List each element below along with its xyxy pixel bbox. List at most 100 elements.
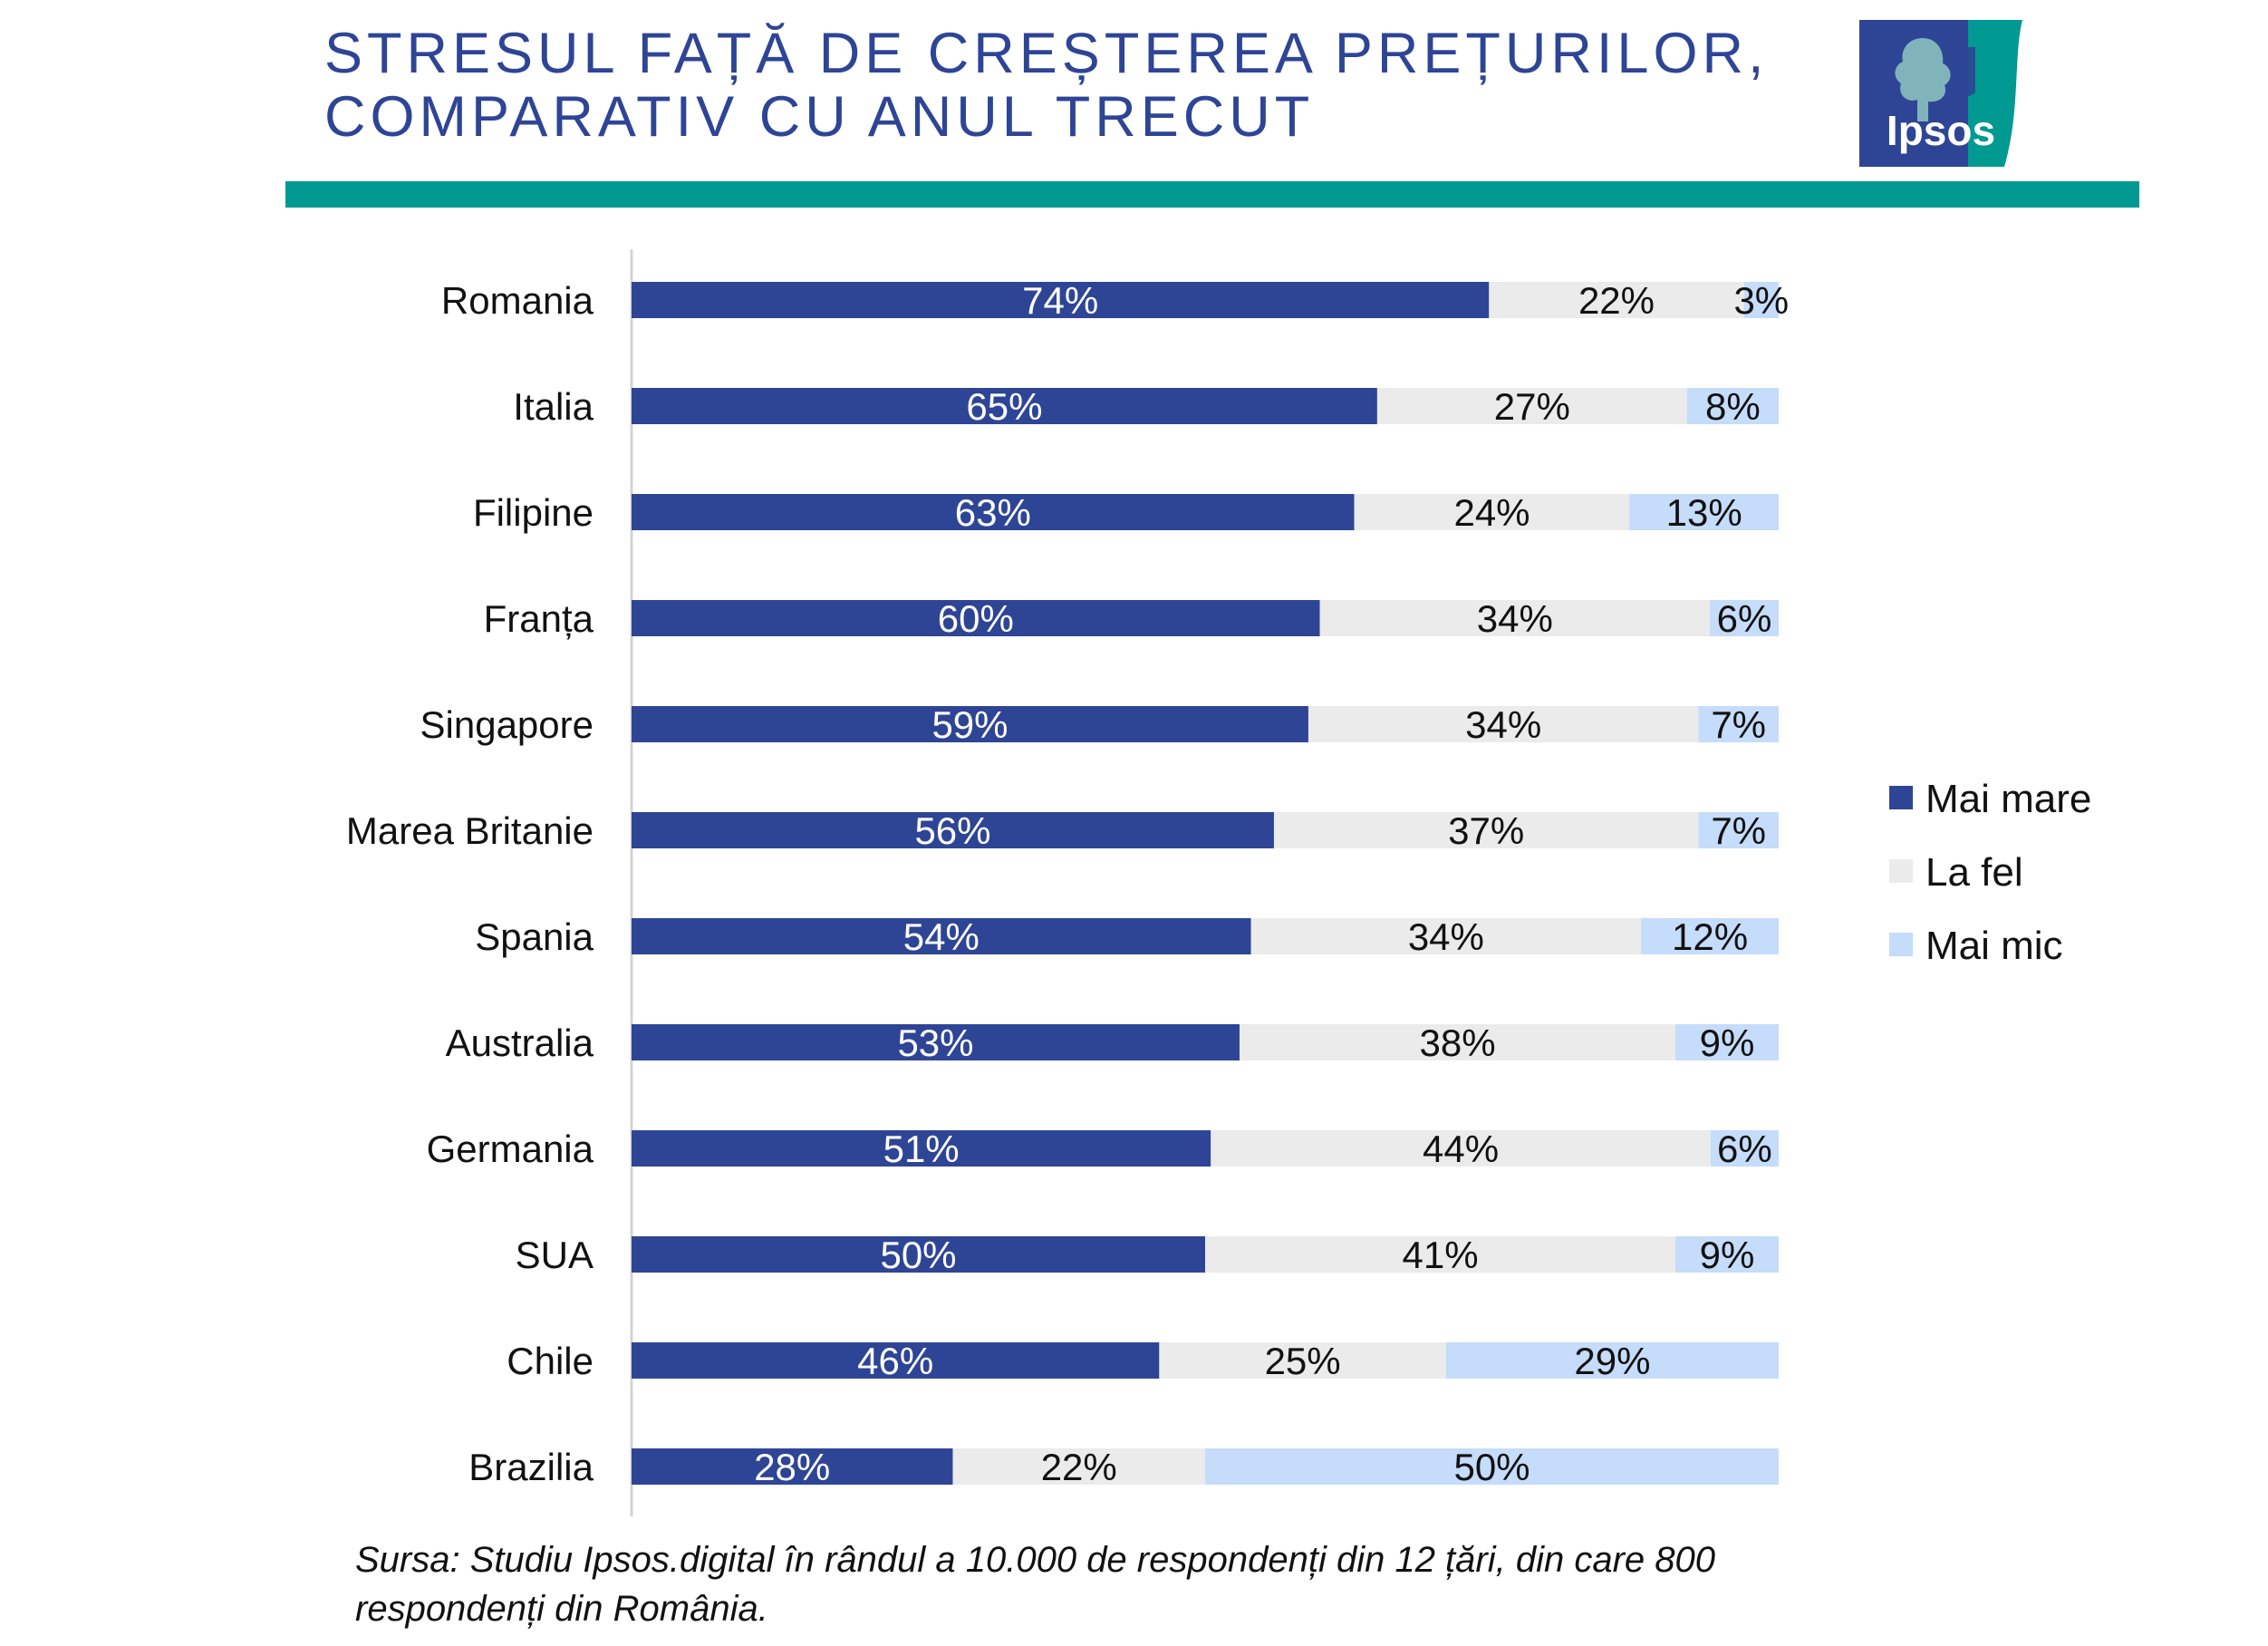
bar-segment xyxy=(1698,812,1779,848)
bar-segment xyxy=(632,1130,1211,1167)
bar-segment xyxy=(632,1448,953,1485)
bar-segment xyxy=(632,706,1308,742)
category-label: Singapore xyxy=(420,703,594,746)
logo-text: Ipsos xyxy=(1887,107,1995,154)
bar-segment xyxy=(1698,706,1779,742)
bar-segment xyxy=(1641,918,1779,954)
data-label: 34% xyxy=(1408,915,1484,958)
category-label: Spania xyxy=(475,915,594,958)
category-label: Chile xyxy=(507,1340,594,1382)
data-label: 50% xyxy=(880,1234,956,1276)
data-label: 13% xyxy=(1666,491,1742,534)
category-label: Germania xyxy=(427,1128,594,1170)
data-label: 27% xyxy=(1494,385,1570,428)
bar-segment xyxy=(1239,1024,1676,1060)
data-label: 24% xyxy=(1453,491,1530,534)
category-label: Brazilia xyxy=(468,1446,594,1488)
data-label: 46% xyxy=(857,1340,933,1382)
data-label: 59% xyxy=(931,703,1008,746)
category-label: Marea Britanie xyxy=(346,809,594,852)
data-label: 6% xyxy=(1717,1128,1772,1170)
data-label: 74% xyxy=(1022,279,1098,322)
category-label: SUA xyxy=(516,1234,594,1276)
legend-swatch xyxy=(1889,859,1913,883)
data-label: 51% xyxy=(883,1128,960,1170)
source-note: Sursa: Studiu Ipsos.digital în rândul a … xyxy=(355,1535,2077,1633)
bar-segment xyxy=(1211,1130,1711,1167)
data-label: 41% xyxy=(1402,1234,1478,1276)
bar-segment xyxy=(632,600,1320,636)
data-label: 22% xyxy=(1578,279,1655,322)
bar-segment xyxy=(632,388,1377,424)
data-label: 9% xyxy=(1700,1234,1755,1276)
data-label: 50% xyxy=(1453,1446,1530,1488)
bar-segment xyxy=(1308,706,1699,742)
title-line-2: COMPARATIV CU ANUL TRECUT xyxy=(324,85,1315,149)
data-label: 63% xyxy=(955,491,1031,534)
logo-profile-icon xyxy=(1954,47,1975,97)
data-label: 54% xyxy=(903,915,980,958)
data-label: 37% xyxy=(1448,809,1524,852)
bar-segment xyxy=(632,918,1251,954)
logo-tree-icon xyxy=(1895,38,1951,121)
data-label: 65% xyxy=(966,385,1042,428)
category-label: Australia xyxy=(446,1021,594,1064)
category-label: Franța xyxy=(484,597,594,640)
bar-segment xyxy=(632,282,1490,318)
bar-segment xyxy=(1376,388,1687,424)
bar-segment xyxy=(1686,388,1779,424)
data-label: 12% xyxy=(1672,915,1748,958)
logo-green-panel xyxy=(1968,20,2022,167)
category-label: Italia xyxy=(513,385,594,428)
bar-segment xyxy=(952,1448,1205,1485)
data-label: 25% xyxy=(1265,1340,1341,1382)
bar-segment xyxy=(1675,1024,1779,1060)
legend-label: Mai mic xyxy=(1925,924,2063,968)
bar-segment xyxy=(1205,1236,1676,1273)
data-label: 60% xyxy=(938,597,1014,640)
bar-segment xyxy=(632,812,1274,848)
bar-segment xyxy=(1743,282,1779,318)
data-label: 38% xyxy=(1419,1021,1495,1064)
data-label: 9% xyxy=(1700,1021,1755,1064)
data-label: 29% xyxy=(1574,1340,1650,1382)
data-label: 56% xyxy=(914,809,990,852)
bar-segment xyxy=(1445,1342,1779,1379)
bar-segment xyxy=(1710,1130,1779,1167)
data-label: 6% xyxy=(1717,597,1772,640)
bar-segment xyxy=(632,1236,1205,1273)
source-line-2: respondenți din România. xyxy=(355,1589,768,1629)
bar-segment xyxy=(1250,918,1642,954)
data-label: 7% xyxy=(1711,703,1766,746)
ipsos-logo: Ipsos xyxy=(1859,20,2022,167)
bar-segment xyxy=(1159,1342,1446,1379)
data-label: 53% xyxy=(897,1021,973,1064)
title-line-1: STRESUL FAȚĂ DE CREȘTEREA PREȚURILOR, xyxy=(324,22,1769,85)
bar-segment xyxy=(632,494,1355,530)
legend-label: Mai mare xyxy=(1925,777,2091,821)
bar-segment xyxy=(632,1024,1240,1060)
data-label: 7% xyxy=(1711,809,1766,852)
legend-swatch xyxy=(1889,933,1913,956)
data-label: 3% xyxy=(1733,279,1789,322)
category-label: Filipine xyxy=(473,491,594,534)
bar-segment xyxy=(1354,494,1630,530)
legend-swatch xyxy=(1889,786,1913,809)
bar-segment xyxy=(1489,282,1744,318)
bar-segment xyxy=(1273,812,1699,848)
bar-segment xyxy=(1710,600,1779,636)
data-label: 34% xyxy=(1477,597,1553,640)
category-label: Romania xyxy=(441,279,594,322)
bar-segment xyxy=(632,1342,1160,1379)
source-line-1: Sursa: Studiu Ipsos.digital în rândul a … xyxy=(355,1540,1715,1580)
bar-segment xyxy=(1675,1236,1779,1273)
page-title: STRESUL FAȚĂ DE CREȘTEREA PREȚURILOR, CO… xyxy=(324,22,1865,149)
data-label: 44% xyxy=(1423,1128,1499,1170)
data-label: 22% xyxy=(1041,1446,1117,1488)
data-label: 34% xyxy=(1465,703,1541,746)
bar-segment xyxy=(1319,600,1711,636)
legend-label: La fel xyxy=(1925,850,2023,895)
bar-segment xyxy=(1629,494,1779,530)
data-label: 28% xyxy=(754,1446,830,1488)
